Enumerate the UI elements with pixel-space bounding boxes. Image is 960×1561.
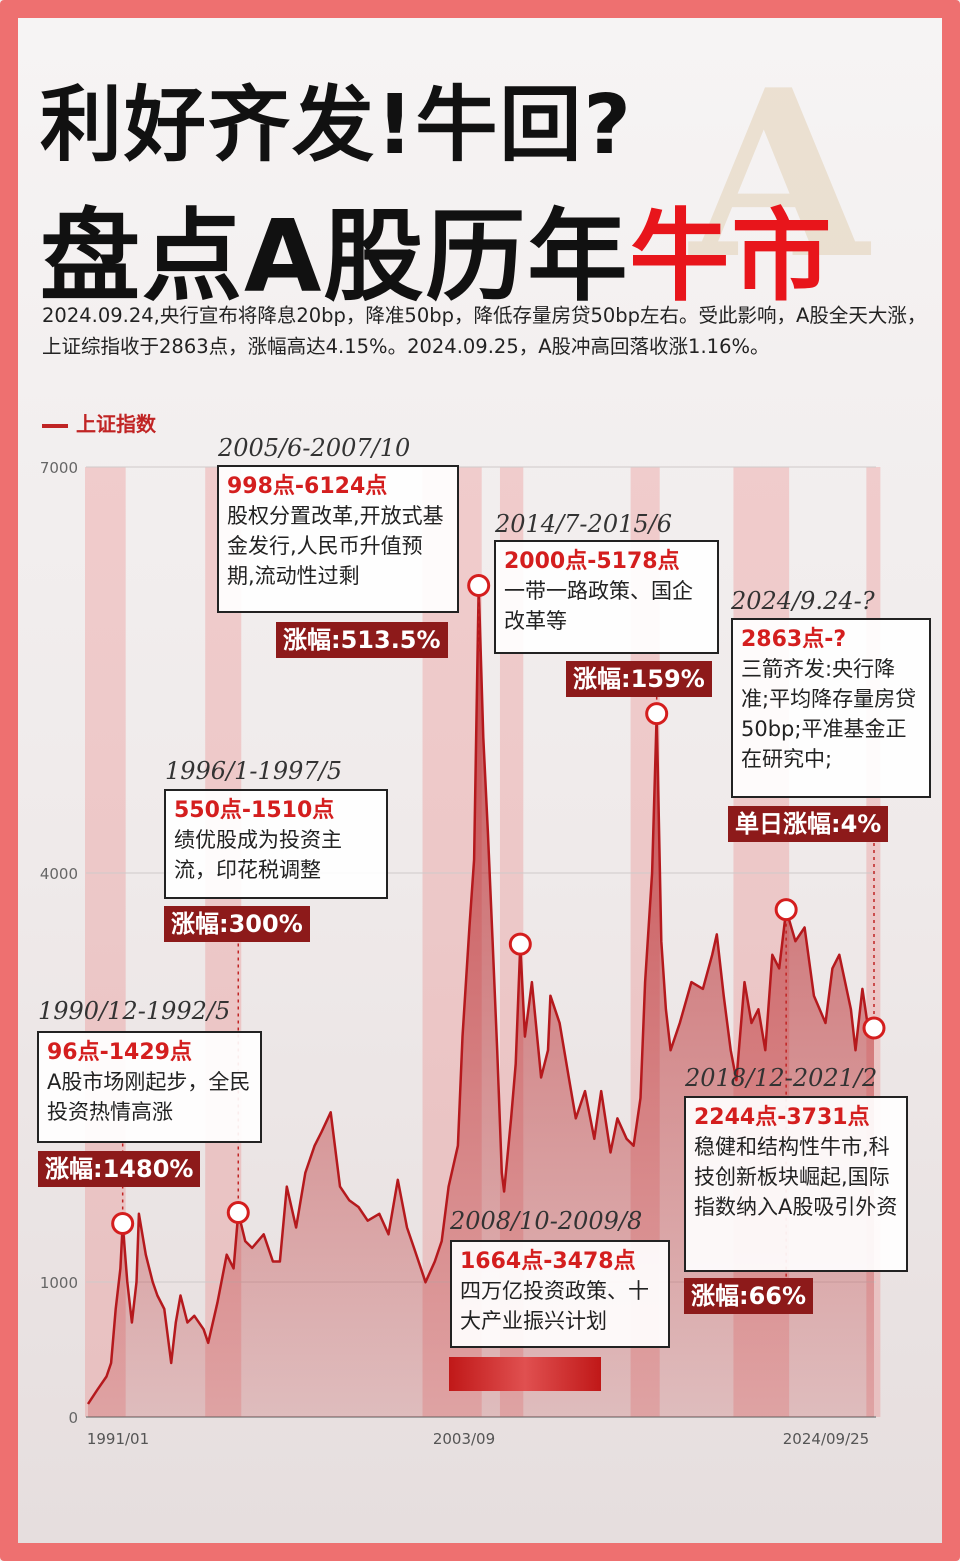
period-label-1990: 1990/12-1992/5 xyxy=(38,997,231,1025)
annotation-points: 2000点-5178点 xyxy=(504,549,680,574)
period-label-2005: 2005/6-2007/10 xyxy=(218,434,411,462)
gain-tag-1996: 涨幅:300% xyxy=(164,906,310,942)
annotation-desc: 一带一路政策、国企改革等 xyxy=(504,579,693,633)
headline: 利好齐发!牛回? xyxy=(40,78,633,173)
intro-paragraph: 2024.09.24,央行宣布将降息20bp，降准50bp，降低存量房贷50bp… xyxy=(42,304,927,358)
annotation-points: 998点-6124点 xyxy=(227,474,388,499)
period-label-2018: 2018/12-2021/2 xyxy=(685,1064,878,1092)
subheadline: 盘点A股历年牛市 xyxy=(40,175,833,320)
legend-line-swatch xyxy=(42,423,68,428)
period-label-2014: 2014/7-2015/6 xyxy=(495,510,672,538)
gain-tag-2005: 涨幅:513.5% xyxy=(276,622,448,658)
bull-period-band xyxy=(85,467,126,1417)
annotation-points: 2244点-3731点 xyxy=(694,1105,870,1130)
peak-marker xyxy=(467,574,491,598)
peak-marker xyxy=(226,1200,250,1224)
peak-marker xyxy=(862,1016,886,1040)
subheadline-prefix: 盘点A股历年 xyxy=(40,198,630,315)
annotation-desc: A股市场刚起步，全民投资热情高涨 xyxy=(47,1070,251,1124)
annotation-points: 550点-1510点 xyxy=(174,798,335,823)
gain-tag-1990: 涨幅:1480% xyxy=(38,1151,201,1187)
gain-tag-2024: 单日涨幅:4% xyxy=(728,806,889,842)
annotation-desc: 股权分置改革,开放式基金发行,人民币升值预期,流动性过剩 xyxy=(227,504,444,588)
annotation-box-1990: 96点-1429点 A股市场刚起步，全民投资热情高涨 xyxy=(37,1031,262,1143)
peak-marker xyxy=(111,1212,135,1236)
subheadline-highlight: 牛市 xyxy=(629,198,834,315)
y-tick-label: 0 xyxy=(68,1409,78,1427)
decorative-gold-a: A xyxy=(690,40,869,310)
gain-tag-2014: 涨幅:159% xyxy=(566,661,712,697)
index-area xyxy=(88,585,874,1417)
annotation-desc: 四万亿投资政策、十大产业振兴计划 xyxy=(460,1279,649,1333)
index-line xyxy=(86,584,876,1405)
y-tick-label: 7000 xyxy=(40,459,78,477)
annotation-box-1996: 550点-1510点 绩优股成为投资主流，印花税调整 xyxy=(164,789,388,899)
period-label-2008: 2008/10-2009/8 xyxy=(450,1207,643,1235)
chart-legend: 上证指数 xyxy=(42,408,156,437)
y-tick-label: 4000 xyxy=(40,865,78,883)
blurred-gain-tag-2008 xyxy=(449,1357,601,1391)
x-tick-label: 2003/09 xyxy=(433,1430,495,1448)
annotation-box-2005: 998点-6124点 股权分置改革,开放式基金发行,人民币升值预期,流动性过剩 xyxy=(217,465,459,613)
period-label-2024: 2024/9.24-? xyxy=(731,587,875,615)
annotation-desc: 绩优股成为投资主流，印花税调整 xyxy=(174,828,342,882)
annotation-points: 1664点-3478点 xyxy=(460,1249,636,1274)
annotation-box-2014: 2000点-5178点 一带一路政策、国企改革等 xyxy=(494,540,719,654)
annotation-desc: 稳健和结构性牛市,科技创新板块崛起,国际指数纳入A股吸引外资 xyxy=(694,1135,898,1219)
annotation-points: 2863点-? xyxy=(741,627,847,652)
annotation-desc: 三箭齐发:央行降准;平均降存量房贷50bp;平准基金正在研究中; xyxy=(741,657,917,771)
annotation-box-2008: 1664点-3478点 四万亿投资政策、十大产业振兴计划 xyxy=(450,1240,670,1348)
annotation-box-2024: 2863点-? 三箭齐发:央行降准;平均降存量房贷50bp;平准基金正在研究中; xyxy=(731,618,931,798)
period-label-1996: 1996/1-1997/5 xyxy=(165,757,342,785)
legend-label: 上证指数 xyxy=(76,412,156,436)
peak-marker xyxy=(508,932,532,956)
peak-marker xyxy=(645,702,669,726)
x-tick-label: 1991/01 xyxy=(87,1430,149,1448)
annotation-box-2018: 2244点-3731点 稳健和结构性牛市,科技创新板块崛起,国际指数纳入A股吸引… xyxy=(684,1096,908,1272)
annotation-points: 96点-1429点 xyxy=(47,1040,192,1065)
x-tick-label: 2024/09/25 xyxy=(783,1430,869,1448)
peak-marker xyxy=(774,898,798,922)
gain-tag-2018: 涨幅:66% xyxy=(684,1278,814,1314)
y-tick-label: 1000 xyxy=(40,1274,78,1292)
